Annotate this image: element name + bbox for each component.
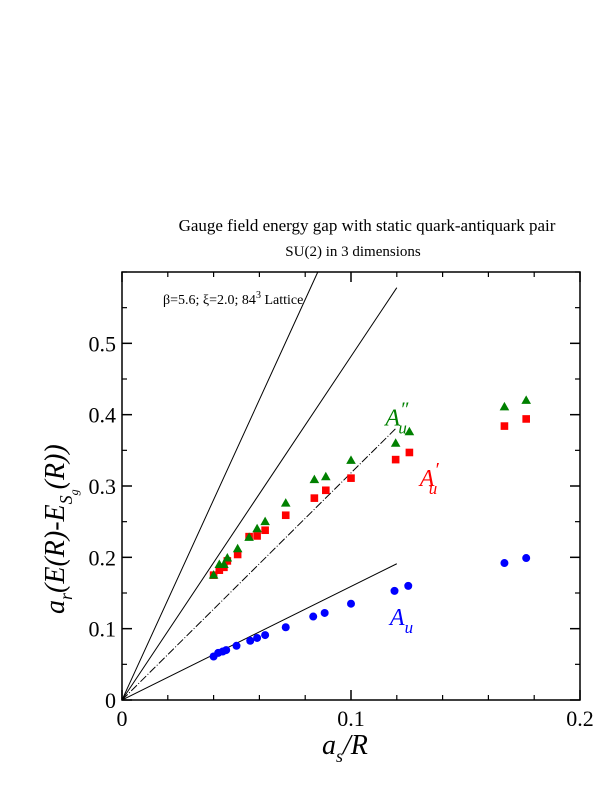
y-tick-label: 0.5 bbox=[89, 331, 117, 356]
data-point bbox=[347, 474, 355, 482]
annotation-text: β=5.6; ξ=2.0; 84 bbox=[163, 293, 256, 308]
data-point bbox=[281, 623, 290, 632]
series-label-main: A bbox=[418, 466, 435, 492]
data-point bbox=[309, 612, 318, 621]
series-label-sub: u bbox=[405, 618, 414, 637]
data-point bbox=[321, 471, 331, 481]
plot-frame bbox=[121, 271, 581, 701]
y-label-g: g bbox=[67, 489, 81, 495]
data-point bbox=[244, 532, 254, 541]
axes: 0 0.1 0.2 0 0.1 0.2 0.3 0.4 0.5 bbox=[89, 271, 594, 731]
reference-line-2 bbox=[121, 287, 398, 701]
y-label-S: S bbox=[56, 495, 76, 504]
data-point bbox=[500, 559, 509, 568]
data-point bbox=[391, 455, 400, 464]
annotation-tail: Lattice bbox=[261, 293, 303, 308]
data-point bbox=[522, 415, 530, 423]
data-point bbox=[246, 636, 255, 645]
data-point bbox=[253, 633, 262, 642]
series-label: A′ u bbox=[418, 459, 440, 498]
data-point bbox=[261, 526, 269, 535]
y-tick-label: 0.1 bbox=[89, 617, 117, 642]
data-point bbox=[404, 426, 415, 436]
x-label-a: a bbox=[322, 730, 336, 761]
series-label-sub: u bbox=[429, 479, 438, 498]
data-point bbox=[208, 570, 219, 579]
series-label-prime: ″ bbox=[400, 398, 409, 420]
annotation-exponent: 3 bbox=[256, 290, 261, 301]
x-label-sub: s bbox=[336, 746, 343, 766]
data-point bbox=[222, 553, 233, 562]
data-point bbox=[309, 474, 320, 484]
series-label-prime: ′ bbox=[434, 459, 439, 481]
data-point bbox=[281, 511, 290, 520]
reference-line-4 bbox=[121, 563, 398, 701]
data-point bbox=[232, 543, 243, 553]
x-tick-label: 0.1 bbox=[337, 706, 365, 731]
data-point bbox=[499, 401, 510, 411]
series-label: Au bbox=[388, 605, 413, 637]
y-tick-label: 0.2 bbox=[89, 545, 117, 570]
series-label-sub: u bbox=[398, 418, 407, 437]
data-point bbox=[390, 438, 401, 447]
y-label-mid: (E(R)-E bbox=[40, 504, 71, 593]
reference-line-3 bbox=[121, 427, 398, 701]
data-point bbox=[233, 550, 242, 559]
series-label: A″ u bbox=[383, 398, 409, 437]
data-point bbox=[280, 498, 291, 507]
y-axis-label: ar(E(R)-ESg(R)) bbox=[40, 444, 81, 614]
y-label-tail: (R)) bbox=[40, 444, 71, 489]
data-point bbox=[232, 641, 241, 650]
data-point bbox=[322, 486, 330, 495]
data-point bbox=[404, 581, 413, 590]
reference-line-1 bbox=[121, 271, 319, 701]
x-tick-label: 0 bbox=[117, 706, 128, 731]
data-point bbox=[500, 422, 509, 430]
data-point bbox=[219, 559, 229, 568]
data-point bbox=[390, 586, 399, 595]
data-point bbox=[260, 516, 270, 526]
x-label-rest: /R bbox=[341, 730, 368, 761]
data-point bbox=[261, 631, 270, 640]
data-point bbox=[522, 554, 531, 563]
y-label-a: a bbox=[40, 600, 71, 614]
data-point bbox=[347, 599, 355, 608]
y-tick-label: 0.3 bbox=[89, 474, 117, 499]
y-label-sub: r bbox=[56, 592, 76, 600]
series-label-main: A bbox=[383, 405, 400, 431]
y-tick-label: 0.4 bbox=[89, 403, 117, 428]
data-point bbox=[521, 395, 531, 404]
data-point bbox=[252, 523, 262, 533]
y-tick-label: 0 bbox=[105, 688, 116, 713]
chart-subtitle: SU(2) in 3 dimensions bbox=[285, 244, 421, 260]
data-point bbox=[253, 532, 261, 540]
series-labels: AuA′ uA″ u bbox=[383, 398, 439, 637]
lattice-annotation: β=5.6; ξ=2.0; 843 Lattice bbox=[163, 290, 303, 308]
reference-lines bbox=[121, 271, 398, 701]
data-point bbox=[310, 494, 319, 502]
data-point bbox=[215, 566, 224, 574]
x-tick-label: 0.2 bbox=[566, 706, 594, 731]
chart-title: Gauge field energy gap with static quark… bbox=[179, 216, 556, 235]
data-point bbox=[320, 608, 329, 617]
x-axis-label: as/R bbox=[322, 730, 368, 766]
data-points bbox=[208, 395, 531, 661]
data-point bbox=[346, 455, 356, 464]
series-label-main: A bbox=[388, 605, 405, 631]
data-point bbox=[222, 646, 231, 655]
data-point bbox=[405, 448, 414, 457]
